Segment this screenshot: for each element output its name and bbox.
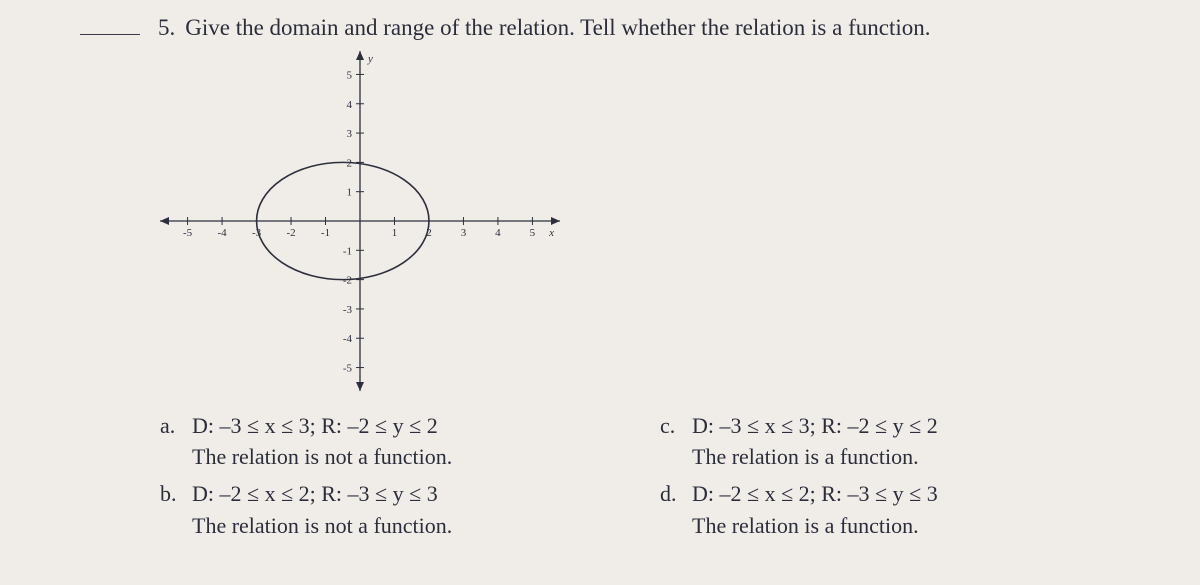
choice-letter: a. (160, 410, 182, 472)
question-number: 5. (158, 15, 175, 41)
choice-line2: The relation is not a function. (192, 510, 452, 541)
svg-text:1: 1 (392, 227, 398, 239)
svg-text:-4: -4 (217, 227, 227, 239)
coordinate-graph: -5-4-3-2-112345-5-4-3-2-112345xy (160, 51, 560, 391)
choice-line1: D: –2 ≤ x ≤ 2; R: –3 ≤ y ≤ 3 (692, 478, 938, 509)
svg-text:-2: -2 (286, 227, 295, 239)
svg-text:3: 3 (347, 128, 353, 140)
choice-d[interactable]: d. D: –2 ≤ x ≤ 2; R: –3 ≤ y ≤ 3 The rela… (660, 478, 1100, 540)
svg-text:1: 1 (347, 187, 353, 199)
question-header: 5. Give the domain and range of the rela… (80, 15, 1160, 41)
choice-c[interactable]: c. D: –3 ≤ x ≤ 3; R: –2 ≤ y ≤ 2 The rela… (660, 410, 1100, 472)
choice-body: D: –3 ≤ x ≤ 3; R: –2 ≤ y ≤ 2 The relatio… (692, 410, 938, 472)
choice-line1: D: –2 ≤ x ≤ 2; R: –3 ≤ y ≤ 3 (192, 478, 452, 509)
svg-text:x: x (548, 227, 554, 239)
choice-body: D: –2 ≤ x ≤ 2; R: –3 ≤ y ≤ 3 The relatio… (692, 478, 938, 540)
svg-text:4: 4 (347, 99, 353, 111)
svg-text:5: 5 (347, 69, 353, 81)
svg-text:5: 5 (530, 227, 536, 239)
choice-line2: The relation is not a function. (192, 441, 452, 472)
choice-line2: The relation is a function. (692, 441, 938, 472)
question-prompt: Give the domain and range of the relatio… (185, 15, 930, 41)
svg-text:-4: -4 (343, 333, 353, 345)
choice-b[interactable]: b. D: –2 ≤ x ≤ 2; R: –3 ≤ y ≤ 3 The rela… (160, 478, 600, 540)
svg-text:4: 4 (495, 227, 501, 239)
svg-text:-1: -1 (343, 245, 352, 257)
choice-letter: d. (660, 478, 682, 540)
svg-text:-1: -1 (321, 227, 330, 239)
svg-text:y: y (367, 53, 373, 65)
svg-text:3: 3 (461, 227, 467, 239)
answer-choices: a. D: –3 ≤ x ≤ 3; R: –2 ≤ y ≤ 2 The rela… (160, 410, 1160, 547)
choice-body: D: –3 ≤ x ≤ 3; R: –2 ≤ y ≤ 2 The relatio… (192, 410, 452, 472)
choice-letter: c. (660, 410, 682, 472)
choice-line1: D: –3 ≤ x ≤ 3; R: –2 ≤ y ≤ 2 (192, 410, 452, 441)
svg-text:-5: -5 (183, 227, 193, 239)
choices-right-column: c. D: –3 ≤ x ≤ 3; R: –2 ≤ y ≤ 2 The rela… (660, 410, 1100, 547)
svg-text:-2: -2 (343, 275, 352, 287)
answer-blank[interactable] (80, 34, 140, 35)
svg-text:-3: -3 (343, 304, 353, 316)
choices-left-column: a. D: –3 ≤ x ≤ 3; R: –2 ≤ y ≤ 2 The rela… (160, 410, 600, 547)
choice-line2: The relation is a function. (692, 510, 938, 541)
svg-text:-5: -5 (343, 363, 353, 375)
choice-line1: D: –3 ≤ x ≤ 3; R: –2 ≤ y ≤ 2 (692, 410, 938, 441)
choice-a[interactable]: a. D: –3 ≤ x ≤ 3; R: –2 ≤ y ≤ 2 The rela… (160, 410, 600, 472)
choice-letter: b. (160, 478, 182, 540)
choice-body: D: –2 ≤ x ≤ 2; R: –3 ≤ y ≤ 3 The relatio… (192, 478, 452, 540)
worksheet-page: 5. Give the domain and range of the rela… (0, 0, 1200, 547)
graph-container: -5-4-3-2-112345-5-4-3-2-112345xy (160, 51, 1160, 396)
